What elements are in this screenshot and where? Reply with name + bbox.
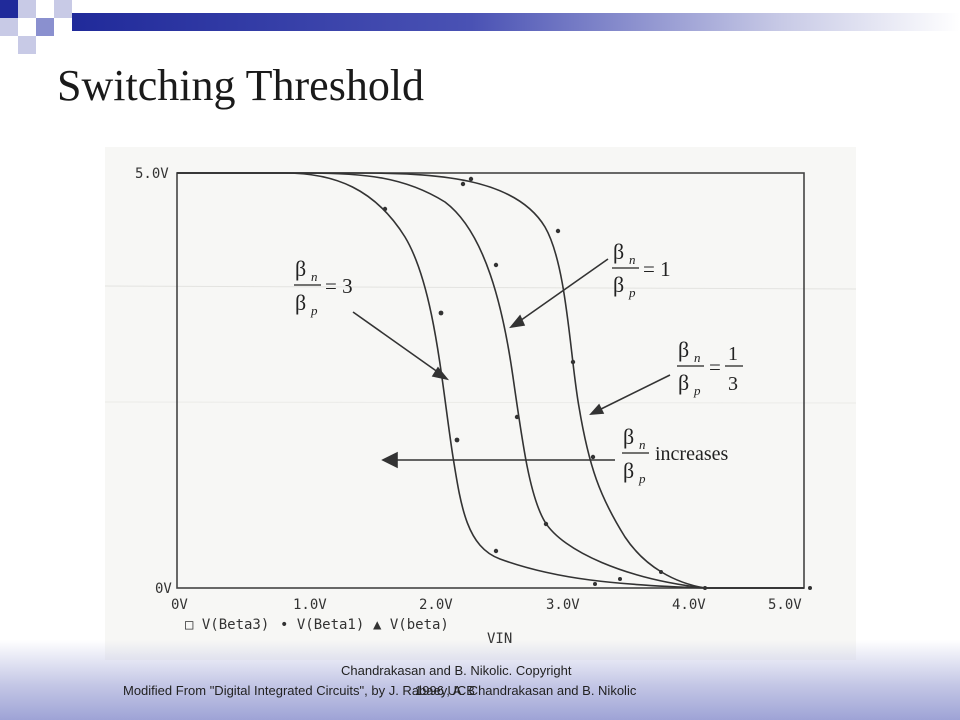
svg-text:β: β: [613, 239, 624, 264]
footer-credit-line3: 1996 UCB: [415, 683, 475, 698]
vtc-plot: 5.0V 0V 0V 1.0V 2.0V 3.0V 4.0V 5.0V □ V(…: [105, 166, 856, 647]
x-tick-label: 0V: [171, 597, 188, 613]
svg-text:p: p: [628, 285, 636, 300]
svg-text:p: p: [638, 471, 646, 486]
corner-square-light: [54, 0, 72, 18]
legend-beta1: • V(Beta1): [280, 617, 364, 633]
corner-square-mid: [36, 18, 54, 36]
x-tick-label: 3.0V: [546, 597, 580, 613]
svg-text:= 3: = 3: [325, 274, 353, 298]
curve-beta1: [177, 172, 804, 589]
svg-text:1: 1: [728, 343, 738, 365]
svg-text:n: n: [311, 269, 318, 284]
x-tick-label: 5.0V: [768, 597, 802, 613]
svg-text:p: p: [693, 383, 701, 398]
plot-frame: [176, 172, 805, 589]
svg-text:β: β: [623, 424, 634, 449]
annotation-beta13: β n β p = 1 3: [677, 337, 743, 398]
svg-text:β: β: [613, 272, 624, 297]
svg-text:= 1: = 1: [643, 257, 671, 281]
slide-title: Switching Threshold: [57, 61, 425, 110]
corner-square-light: [18, 0, 36, 18]
corner-square-light: [0, 18, 18, 36]
annotation-beta3: β n β p = 3: [294, 256, 353, 318]
svg-text:n: n: [694, 350, 701, 365]
corner-square-dark: [0, 0, 18, 18]
footer-band: [0, 640, 960, 720]
legend-beta: ▲ V(beta): [373, 617, 449, 633]
svg-text:β: β: [295, 256, 306, 281]
svg-text:increases: increases: [655, 443, 729, 465]
y-tick-label: 0V: [155, 581, 172, 597]
curve-beta3: [177, 172, 804, 589]
footer-credit-line1: Chandrakasan and B. Nikolic. Copyright: [341, 663, 572, 678]
annotation-increases: β n β p increases: [622, 424, 729, 486]
corner-square-light: [18, 36, 36, 54]
svg-text:=: =: [709, 355, 721, 379]
svg-text:n: n: [629, 252, 636, 267]
curve-markers: [382, 176, 812, 590]
curve-beta: [177, 172, 804, 589]
svg-text:β: β: [678, 337, 689, 362]
annotation-arrows: [352, 258, 671, 469]
y-tick-label: 5.0V: [135, 166, 169, 182]
title-bar: [72, 13, 960, 31]
vtc-figure: 5.0V 0V 0V 1.0V 2.0V 3.0V 4.0V 5.0V □ V(…: [105, 147, 856, 660]
footer-credit-line2: Modified From "Digital Integrated Circui…: [123, 683, 637, 698]
x-tick-label: 2.0V: [419, 597, 453, 613]
svg-text:n: n: [639, 437, 646, 452]
x-tick-label: 4.0V: [672, 597, 706, 613]
legend-beta3: □ V(Beta3): [185, 617, 269, 633]
svg-text:β: β: [623, 458, 634, 483]
svg-text:β: β: [678, 370, 689, 395]
annotation-beta1: β n β p = 1: [612, 239, 671, 300]
x-tick-label: 1.0V: [293, 597, 327, 613]
svg-text:β: β: [295, 290, 306, 315]
svg-text:3: 3: [728, 373, 738, 395]
svg-text:p: p: [310, 303, 318, 318]
